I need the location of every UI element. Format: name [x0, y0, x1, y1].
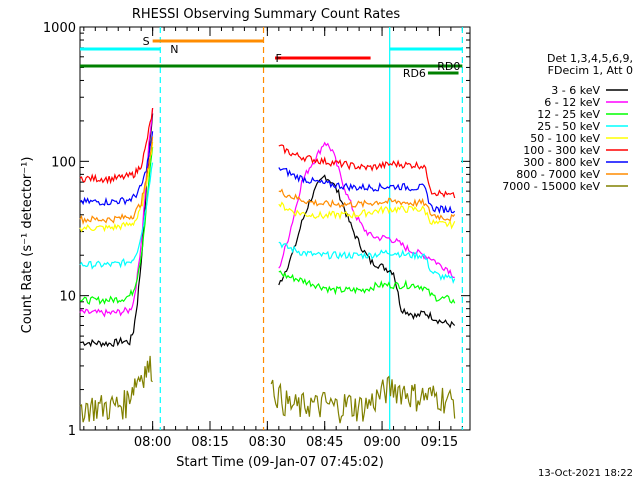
legend-entry-label: 800 - 7000 keV	[516, 168, 600, 181]
footer-date-stamp: 13-Oct-2021 18:22	[538, 468, 633, 479]
plot-area: 1 10 100 1000 08:00 08:15 08:30 08:45 09:00 09:15…	[43, 21, 471, 450]
series-line-7000-15000keV	[270, 375, 456, 424]
series-line-3-6keV	[278, 174, 456, 329]
legend-header-line: Det 1,3,4,5,6,9,	[547, 52, 633, 65]
flag-label-F: F	[276, 52, 282, 65]
y-tick-label: 100	[51, 155, 76, 170]
series-line-800-7000keV	[79, 136, 154, 225]
legend-entry-label: 50 - 100 keV	[530, 132, 600, 145]
x-tick-label: 08:00	[134, 435, 171, 450]
x-tick-label: 08:45	[306, 435, 343, 450]
x-tick-label: 09:15	[421, 435, 458, 450]
series-line-25-50keV	[79, 162, 154, 270]
series-line-50-100keV	[79, 141, 154, 233]
flag-label-S: S	[143, 35, 150, 48]
flag-label-RD6: RD6	[403, 67, 426, 80]
chart-title: RHESSI Observing Summary Count Rates	[132, 7, 401, 22]
legend-entry-label: 6 - 12 keV	[544, 96, 600, 109]
x-tick-label: 08:15	[191, 435, 228, 450]
x-tick-label: 09:00	[363, 435, 400, 450]
series-line-6-12keV	[79, 107, 154, 318]
series-line-12-25keV	[79, 146, 154, 306]
legend-entry-label: 25 - 50 keV	[537, 120, 600, 133]
x-axis-label: Start Time (09-Jan-07 07:45:02)	[176, 455, 384, 470]
series-line-50-100keV	[278, 201, 456, 230]
y-tick-label: 1	[68, 424, 76, 439]
legend-entry-label: 300 - 800 keV	[523, 156, 600, 169]
y-axis-label: Count Rate (s⁻¹ detector⁻¹)	[20, 157, 35, 334]
plot-frame	[79, 26, 471, 431]
series-line-25-50keV	[278, 241, 456, 285]
legend-entry-label: 7000 - 15000 keV	[502, 180, 600, 193]
series-line-7000-15000keV	[79, 355, 153, 423]
series-line-800-7000keV	[278, 188, 456, 222]
legend-entry-label: 12 - 25 keV	[537, 108, 600, 121]
series-line-300-800keV	[79, 131, 154, 206]
legend-entry-label: 3 - 6 keV	[551, 84, 600, 97]
series-line-100-300keV	[278, 144, 456, 199]
flag-label-RD0: RD0	[437, 60, 460, 73]
series-line-12-25keV	[278, 270, 456, 304]
x-tick-label: 08:30	[249, 435, 286, 450]
legend-entry-label: 100 - 300 keV	[523, 144, 600, 157]
legend-header-line: FDecim 1, Att 0	[548, 64, 633, 77]
y-tick-label: 10	[59, 290, 76, 305]
flag-label-N: N	[170, 43, 178, 56]
series-line-300-800keV	[278, 167, 456, 215]
legend: Det 1,3,4,5,6,9,FDecim 1, Att 0 3 - 6 keV…	[502, 52, 633, 193]
y-tick-label: 1000	[43, 21, 76, 36]
series-line-100-300keV	[79, 108, 154, 185]
